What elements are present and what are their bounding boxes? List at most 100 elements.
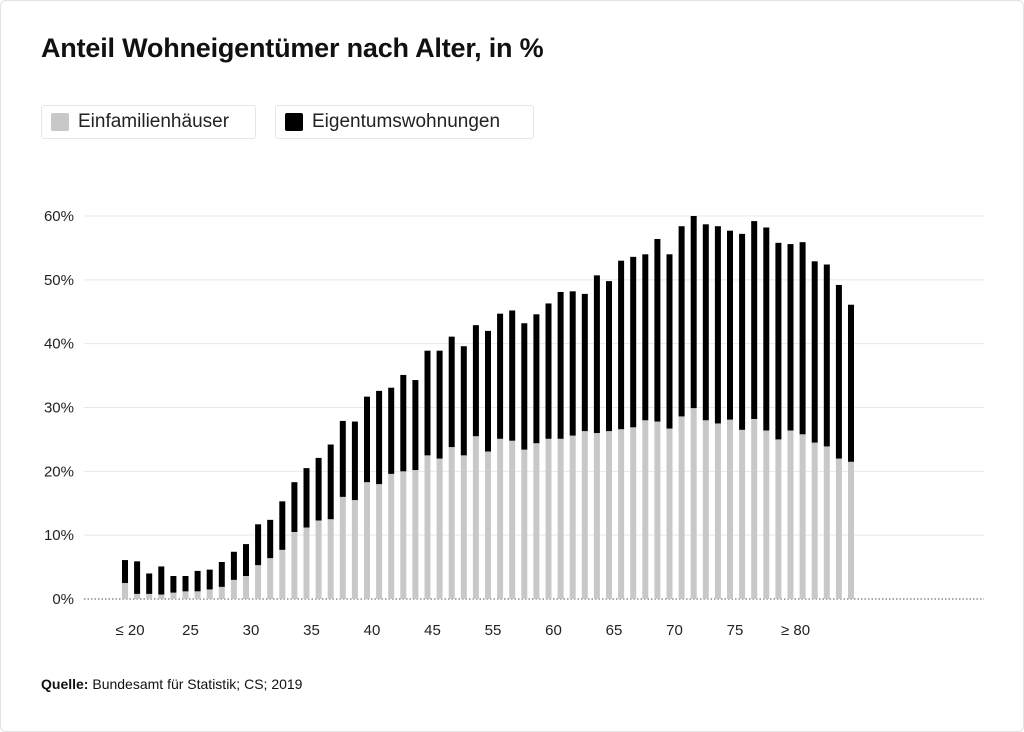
bar-eigentumswohnungen bbox=[230, 551, 237, 580]
bar-einfamilienhaeuser bbox=[158, 594, 165, 599]
bar-eigentumswohnungen bbox=[351, 421, 358, 501]
y-tick-label: 60% bbox=[44, 208, 74, 225]
x-tick-label: 25 bbox=[182, 622, 199, 639]
y-tick-label: 0% bbox=[52, 591, 74, 608]
bar-einfamilienhaeuser bbox=[436, 458, 443, 599]
bar-einfamilienhaeuser bbox=[376, 484, 383, 599]
x-tick-label: 70 bbox=[666, 622, 683, 639]
bar-einfamilienhaeuser bbox=[351, 500, 358, 599]
bar-eigentumswohnungen bbox=[823, 264, 830, 447]
bar-einfamilienhaeuser bbox=[182, 591, 189, 599]
bar-einfamilienhaeuser bbox=[424, 455, 431, 599]
bar-eigentumswohnungen bbox=[848, 304, 854, 462]
bar-einfamilienhaeuser bbox=[315, 520, 322, 599]
x-tick-label: ≤ 20 bbox=[115, 622, 144, 639]
bar-eigentumswohnungen bbox=[654, 238, 661, 422]
bar-einfamilienhaeuser bbox=[339, 496, 346, 599]
legend-swatch-light bbox=[51, 113, 69, 131]
bar-eigentumswohnungen bbox=[557, 291, 564, 439]
bar-einfamilienhaeuser bbox=[134, 593, 141, 599]
bar-eigentumswohnungen bbox=[364, 396, 370, 483]
bar-eigentumswohnungen bbox=[593, 275, 600, 434]
y-tick-label: 20% bbox=[44, 463, 74, 480]
bar-einfamilienhaeuser bbox=[509, 440, 516, 599]
bar-eigentumswohnungen bbox=[400, 374, 407, 472]
bar-einfamilienhaeuser bbox=[255, 565, 262, 599]
bar-einfamilienhaeuser bbox=[690, 408, 697, 599]
bar-einfamilienhaeuser bbox=[206, 589, 213, 599]
bar-eigentumswohnungen bbox=[472, 325, 479, 437]
bar-eigentumswohnungen bbox=[835, 284, 842, 459]
bar-eigentumswohnungen bbox=[255, 524, 262, 566]
bar-einfamilienhaeuser bbox=[775, 439, 782, 599]
bar-einfamilienhaeuser bbox=[678, 416, 685, 599]
bar-einfamilienhaeuser bbox=[170, 592, 177, 599]
bar-einfamilienhaeuser bbox=[279, 549, 286, 599]
bar-eigentumswohnungen bbox=[545, 303, 552, 439]
x-tick-label: 55 bbox=[485, 622, 502, 639]
bar-einfamilienhaeuser bbox=[448, 447, 455, 599]
bar-eigentumswohnungen bbox=[291, 482, 298, 532]
bar-eigentumswohnungen bbox=[146, 573, 153, 594]
x-tick-label: ≥ 80 bbox=[781, 622, 810, 639]
x-tick-label: 40 bbox=[364, 622, 381, 639]
legend-item-einfamilienhaeuser[interactable]: Einfamilienhäuser bbox=[41, 105, 256, 139]
bar-eigentumswohnungen bbox=[412, 380, 419, 471]
bar-eigentumswohnungen bbox=[424, 350, 431, 456]
bar-einfamilienhaeuser bbox=[497, 438, 504, 599]
bar-eigentumswohnungen bbox=[763, 227, 770, 431]
bar-eigentumswohnungen bbox=[751, 221, 758, 419]
y-tick-label: 50% bbox=[44, 272, 74, 289]
x-tick-label: 35 bbox=[303, 622, 320, 639]
bar-eigentumswohnungen bbox=[630, 256, 637, 428]
bar-eigentumswohnungen bbox=[714, 226, 721, 424]
bar-eigentumswohnungen bbox=[690, 216, 697, 409]
bar-einfamilienhaeuser bbox=[787, 430, 794, 599]
bar-eigentumswohnungen bbox=[388, 387, 395, 474]
legend-label: Einfamilienhäuser bbox=[78, 111, 230, 132]
source-note: Quelle: Bundesamt für Statistik; CS; 201… bbox=[41, 676, 302, 692]
x-tick-label: 75 bbox=[727, 622, 744, 639]
bar-eigentumswohnungen bbox=[569, 291, 576, 436]
y-tick-label: 30% bbox=[44, 400, 74, 417]
legend-swatch-dark bbox=[285, 113, 303, 131]
bar-einfamilienhaeuser bbox=[618, 429, 625, 599]
bar-einfamilienhaeuser bbox=[218, 586, 225, 599]
bar-eigentumswohnungen bbox=[811, 261, 818, 443]
bar-einfamilienhaeuser bbox=[364, 482, 370, 599]
bar-eigentumswohnungen bbox=[521, 323, 528, 450]
bar-eigentumswohnungen bbox=[122, 560, 128, 584]
bar-einfamilienhaeuser bbox=[460, 455, 467, 599]
bar-eigentumswohnungen bbox=[702, 224, 709, 421]
bar-einfamilienhaeuser bbox=[811, 442, 818, 599]
bar-einfamilienhaeuser bbox=[243, 576, 249, 599]
bar-eigentumswohnungen bbox=[194, 570, 201, 592]
bar-eigentumswohnungen bbox=[606, 281, 612, 432]
bar-eigentumswohnungen bbox=[218, 561, 225, 587]
bar-einfamilienhaeuser bbox=[485, 451, 491, 599]
bar-einfamilienhaeuser bbox=[654, 421, 661, 599]
source-label: Quelle: bbox=[41, 676, 89, 692]
bar-einfamilienhaeuser bbox=[194, 591, 201, 599]
bar-eigentumswohnungen bbox=[182, 576, 189, 592]
bar-eigentumswohnungen bbox=[376, 390, 383, 485]
x-tick-label: 65 bbox=[606, 622, 623, 639]
bar-eigentumswohnungen bbox=[727, 230, 733, 420]
y-tick-label: 10% bbox=[44, 527, 74, 544]
x-tick-label: 45 bbox=[424, 622, 441, 639]
bar-eigentumswohnungen bbox=[485, 330, 491, 452]
bar-einfamilienhaeuser bbox=[630, 427, 637, 599]
x-tick-label: 30 bbox=[243, 622, 260, 639]
bar-einfamilienhaeuser bbox=[400, 471, 407, 599]
bar-einfamilienhaeuser bbox=[122, 583, 128, 599]
bar-eigentumswohnungen bbox=[666, 254, 673, 429]
bar-einfamilienhaeuser bbox=[388, 473, 395, 599]
bar-eigentumswohnungen bbox=[787, 244, 794, 431]
bar-eigentumswohnungen bbox=[533, 314, 540, 444]
bar-einfamilienhaeuser bbox=[666, 428, 673, 599]
bar-eigentumswohnungen bbox=[678, 226, 685, 417]
bar-einfamilienhaeuser bbox=[714, 423, 721, 599]
legend-item-eigentumswohnungen[interactable]: Eigentumswohnungen bbox=[275, 105, 534, 139]
bar-eigentumswohnungen bbox=[206, 569, 213, 590]
